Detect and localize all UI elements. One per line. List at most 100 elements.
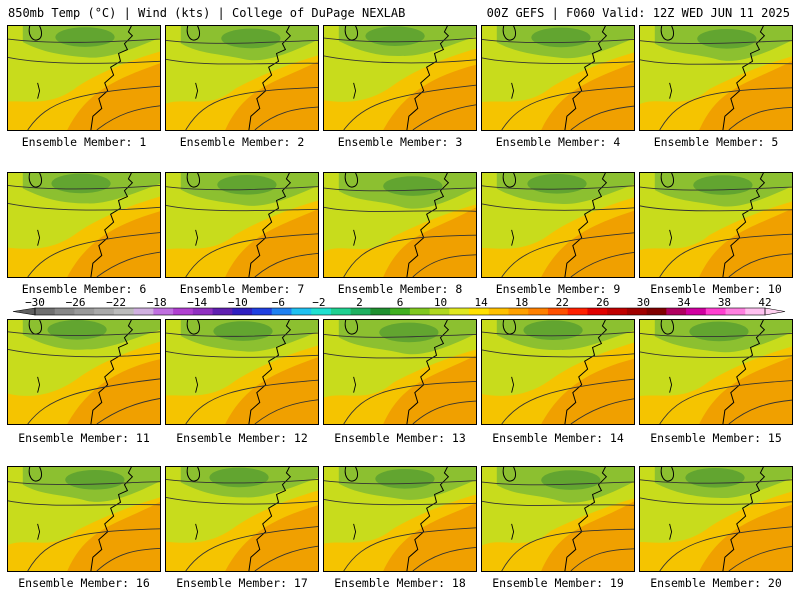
colorbar-tick-label: −2 xyxy=(312,296,325,309)
colorbar-swatch xyxy=(429,308,450,315)
colorbar-swatch xyxy=(567,308,588,315)
colorbar-swatch xyxy=(133,308,154,315)
temperature-map xyxy=(166,26,318,130)
height-contour xyxy=(324,55,476,64)
colorbar-swatch xyxy=(587,308,608,315)
height-contour xyxy=(254,399,318,424)
ensemble-panel xyxy=(639,466,793,572)
height-contour xyxy=(166,478,318,484)
temperature-map xyxy=(482,467,634,571)
coastline xyxy=(90,467,134,571)
colorbar-tick-label: 10 xyxy=(434,296,447,309)
hot-region xyxy=(541,210,634,277)
lake-outline xyxy=(28,467,43,482)
colorbar-svg: −30 −26 −22 −18 −14 −10 −6 −2 2 6 10 14 18 22 26 30 34 38… xyxy=(12,296,786,316)
temperature-map xyxy=(166,467,318,571)
ensemble-panel xyxy=(323,319,477,425)
height-contour xyxy=(412,400,476,424)
height-contour xyxy=(166,186,318,191)
panel-label: Ensemble Member: 12 xyxy=(176,431,308,445)
height-contour xyxy=(482,203,634,211)
ensemble-panel xyxy=(639,172,793,278)
lake-outline xyxy=(186,320,201,335)
ensemble-panel xyxy=(7,25,161,131)
lake-outline xyxy=(28,173,43,188)
height-contour xyxy=(728,253,792,277)
inland-outline xyxy=(669,523,673,540)
cold-core xyxy=(523,320,583,340)
hot-region xyxy=(225,505,318,571)
inland-outline xyxy=(669,82,673,99)
cold-core xyxy=(55,27,115,47)
hot-region xyxy=(225,61,318,130)
height-contour xyxy=(324,352,476,359)
inland-outline xyxy=(195,82,199,99)
temperature-map xyxy=(482,320,634,424)
coastline xyxy=(248,173,292,277)
height-contour xyxy=(324,187,476,192)
panel-label: Ensemble Member: 11 xyxy=(18,431,150,445)
cold-core xyxy=(213,321,273,341)
height-contour xyxy=(659,526,792,571)
colorbar-tick-label: −14 xyxy=(187,296,207,309)
lake-outline xyxy=(502,467,517,482)
cold-core xyxy=(221,28,281,49)
panel-label: Ensemble Member: 16 xyxy=(18,576,150,590)
height-contour xyxy=(640,351,792,358)
cold-core xyxy=(217,174,277,195)
height-contour xyxy=(482,331,634,337)
coastline xyxy=(90,173,134,277)
cold-core xyxy=(541,470,601,490)
colorbar-swatch xyxy=(74,308,95,315)
ensemble-panel xyxy=(323,466,477,572)
height-contour xyxy=(254,253,318,277)
colorbar-tick-label: −6 xyxy=(272,296,285,309)
height-contour xyxy=(254,545,318,571)
coastline xyxy=(248,467,292,571)
colorbar-swatch xyxy=(94,308,115,315)
height-contour xyxy=(501,378,634,424)
coastline xyxy=(406,173,450,277)
coastline xyxy=(722,320,766,424)
coastline xyxy=(90,26,134,130)
height-contour xyxy=(27,232,160,277)
colorbar-swatch xyxy=(725,308,746,315)
temperature-map xyxy=(8,26,160,130)
temperature-map xyxy=(166,320,318,424)
height-contour xyxy=(482,38,634,44)
height-contour xyxy=(8,56,160,64)
colorbar-tick-label: 30 xyxy=(637,296,650,309)
height-contour xyxy=(343,381,476,424)
lake-outline xyxy=(344,26,359,41)
coastline xyxy=(406,320,450,424)
height-contour xyxy=(412,254,476,277)
inland-outline xyxy=(511,376,515,393)
temperature-map xyxy=(640,320,792,424)
cold-core xyxy=(47,320,107,340)
height-contour xyxy=(659,233,792,277)
colorbar-tick-label: 22 xyxy=(556,296,569,309)
colorbar-swatch xyxy=(409,308,431,315)
coastline xyxy=(564,467,608,571)
lake-outline xyxy=(502,26,517,41)
height-contour xyxy=(8,202,160,211)
height-contour xyxy=(640,205,792,212)
lake-outline xyxy=(344,320,359,335)
height-contour xyxy=(570,398,634,424)
ensemble-panel xyxy=(7,466,161,572)
lake-outline xyxy=(186,467,201,482)
coastline xyxy=(406,26,450,130)
height-contour xyxy=(640,186,792,191)
header-left-title: 850mb Temp (°C) | Wind (kts) | College o… xyxy=(8,6,406,20)
height-contour xyxy=(96,105,160,130)
hot-region xyxy=(67,211,160,277)
cold-core xyxy=(531,27,591,48)
panel-label: Ensemble Member: 5 xyxy=(653,135,779,149)
temperature-map xyxy=(8,467,160,571)
height-contour xyxy=(166,496,318,505)
height-contour xyxy=(728,399,792,424)
height-contour xyxy=(412,547,476,571)
colorbar-swatch xyxy=(469,308,490,315)
ensemble-panel xyxy=(639,319,793,425)
colorbar-swatch xyxy=(330,308,352,315)
